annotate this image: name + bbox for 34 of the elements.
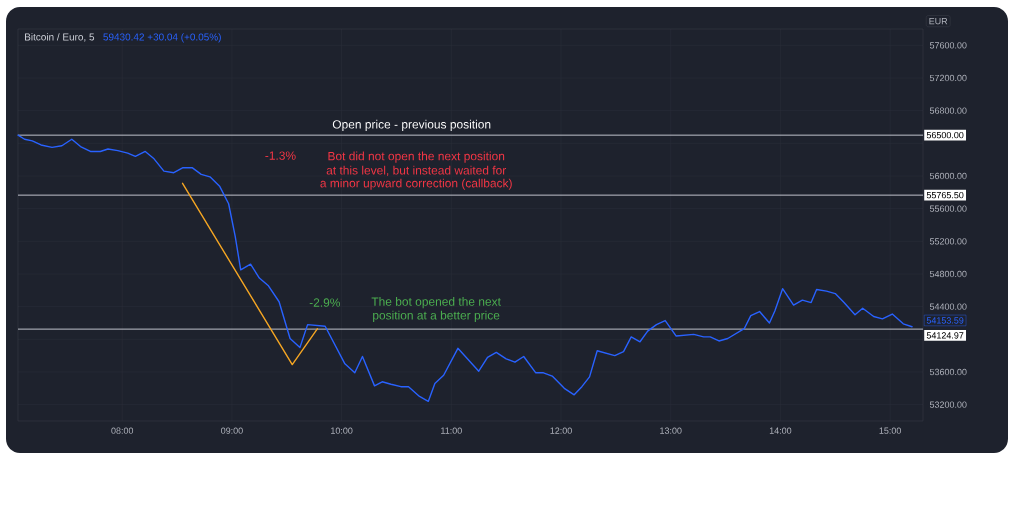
x-tick-label: 14:00 xyxy=(769,427,792,434)
ref-line-label: 55765.50 xyxy=(926,191,964,199)
y-tick-label: 56000.00 xyxy=(929,172,967,180)
y-tick-label: 53200.00 xyxy=(929,401,967,408)
x-tick-label: 10:00 xyxy=(331,427,353,434)
annotation: position at a better price xyxy=(373,310,500,322)
x-tick-label: 08:00 xyxy=(111,427,134,434)
y-tick-label: 55200.00 xyxy=(929,238,967,245)
x-tick-label: 11:00 xyxy=(441,427,462,434)
x-tick-label: 13:00 xyxy=(660,427,682,434)
y-tick-label: 54400.00 xyxy=(929,303,967,310)
x-tick-label: 15:00 xyxy=(879,427,901,434)
annotation: Bot did not open the next position xyxy=(328,151,505,163)
chart-title: Bitcoin / Euro, 5 xyxy=(25,33,95,42)
x-tick-label: 09:00 xyxy=(221,427,243,434)
data-label: 54153.59 xyxy=(926,317,964,324)
annotation: The bot opened the next xyxy=(371,297,501,309)
annotation: Open price - previous position xyxy=(332,119,491,131)
y-tick-label: 56800.00 xyxy=(929,107,967,114)
ref-line-label: 56500.00 xyxy=(926,131,964,139)
y-tick-label: 57600.00 xyxy=(929,42,967,49)
ref-line-label: 54124.97 xyxy=(926,332,964,339)
annotation: -1.3% xyxy=(265,151,296,160)
y-tick-label: 54800.00 xyxy=(929,270,967,278)
x-tick-label: 12:00 xyxy=(550,427,572,434)
annotation: -2.9% xyxy=(309,298,340,307)
annotation: at this level, but instead waited for xyxy=(326,165,507,176)
y-tick-label: 57200.00 xyxy=(929,74,967,82)
y-tick-label: 55600.00 xyxy=(929,205,967,212)
annotation: a minor upward correction (callback) xyxy=(320,178,512,190)
y-axis-title: EUR xyxy=(929,18,948,25)
y-tick-label: 53600.00 xyxy=(929,368,967,376)
chart-subtitle: 59430.42 +30.04 (+0.05%) xyxy=(103,33,221,43)
line-series xyxy=(17,134,913,403)
